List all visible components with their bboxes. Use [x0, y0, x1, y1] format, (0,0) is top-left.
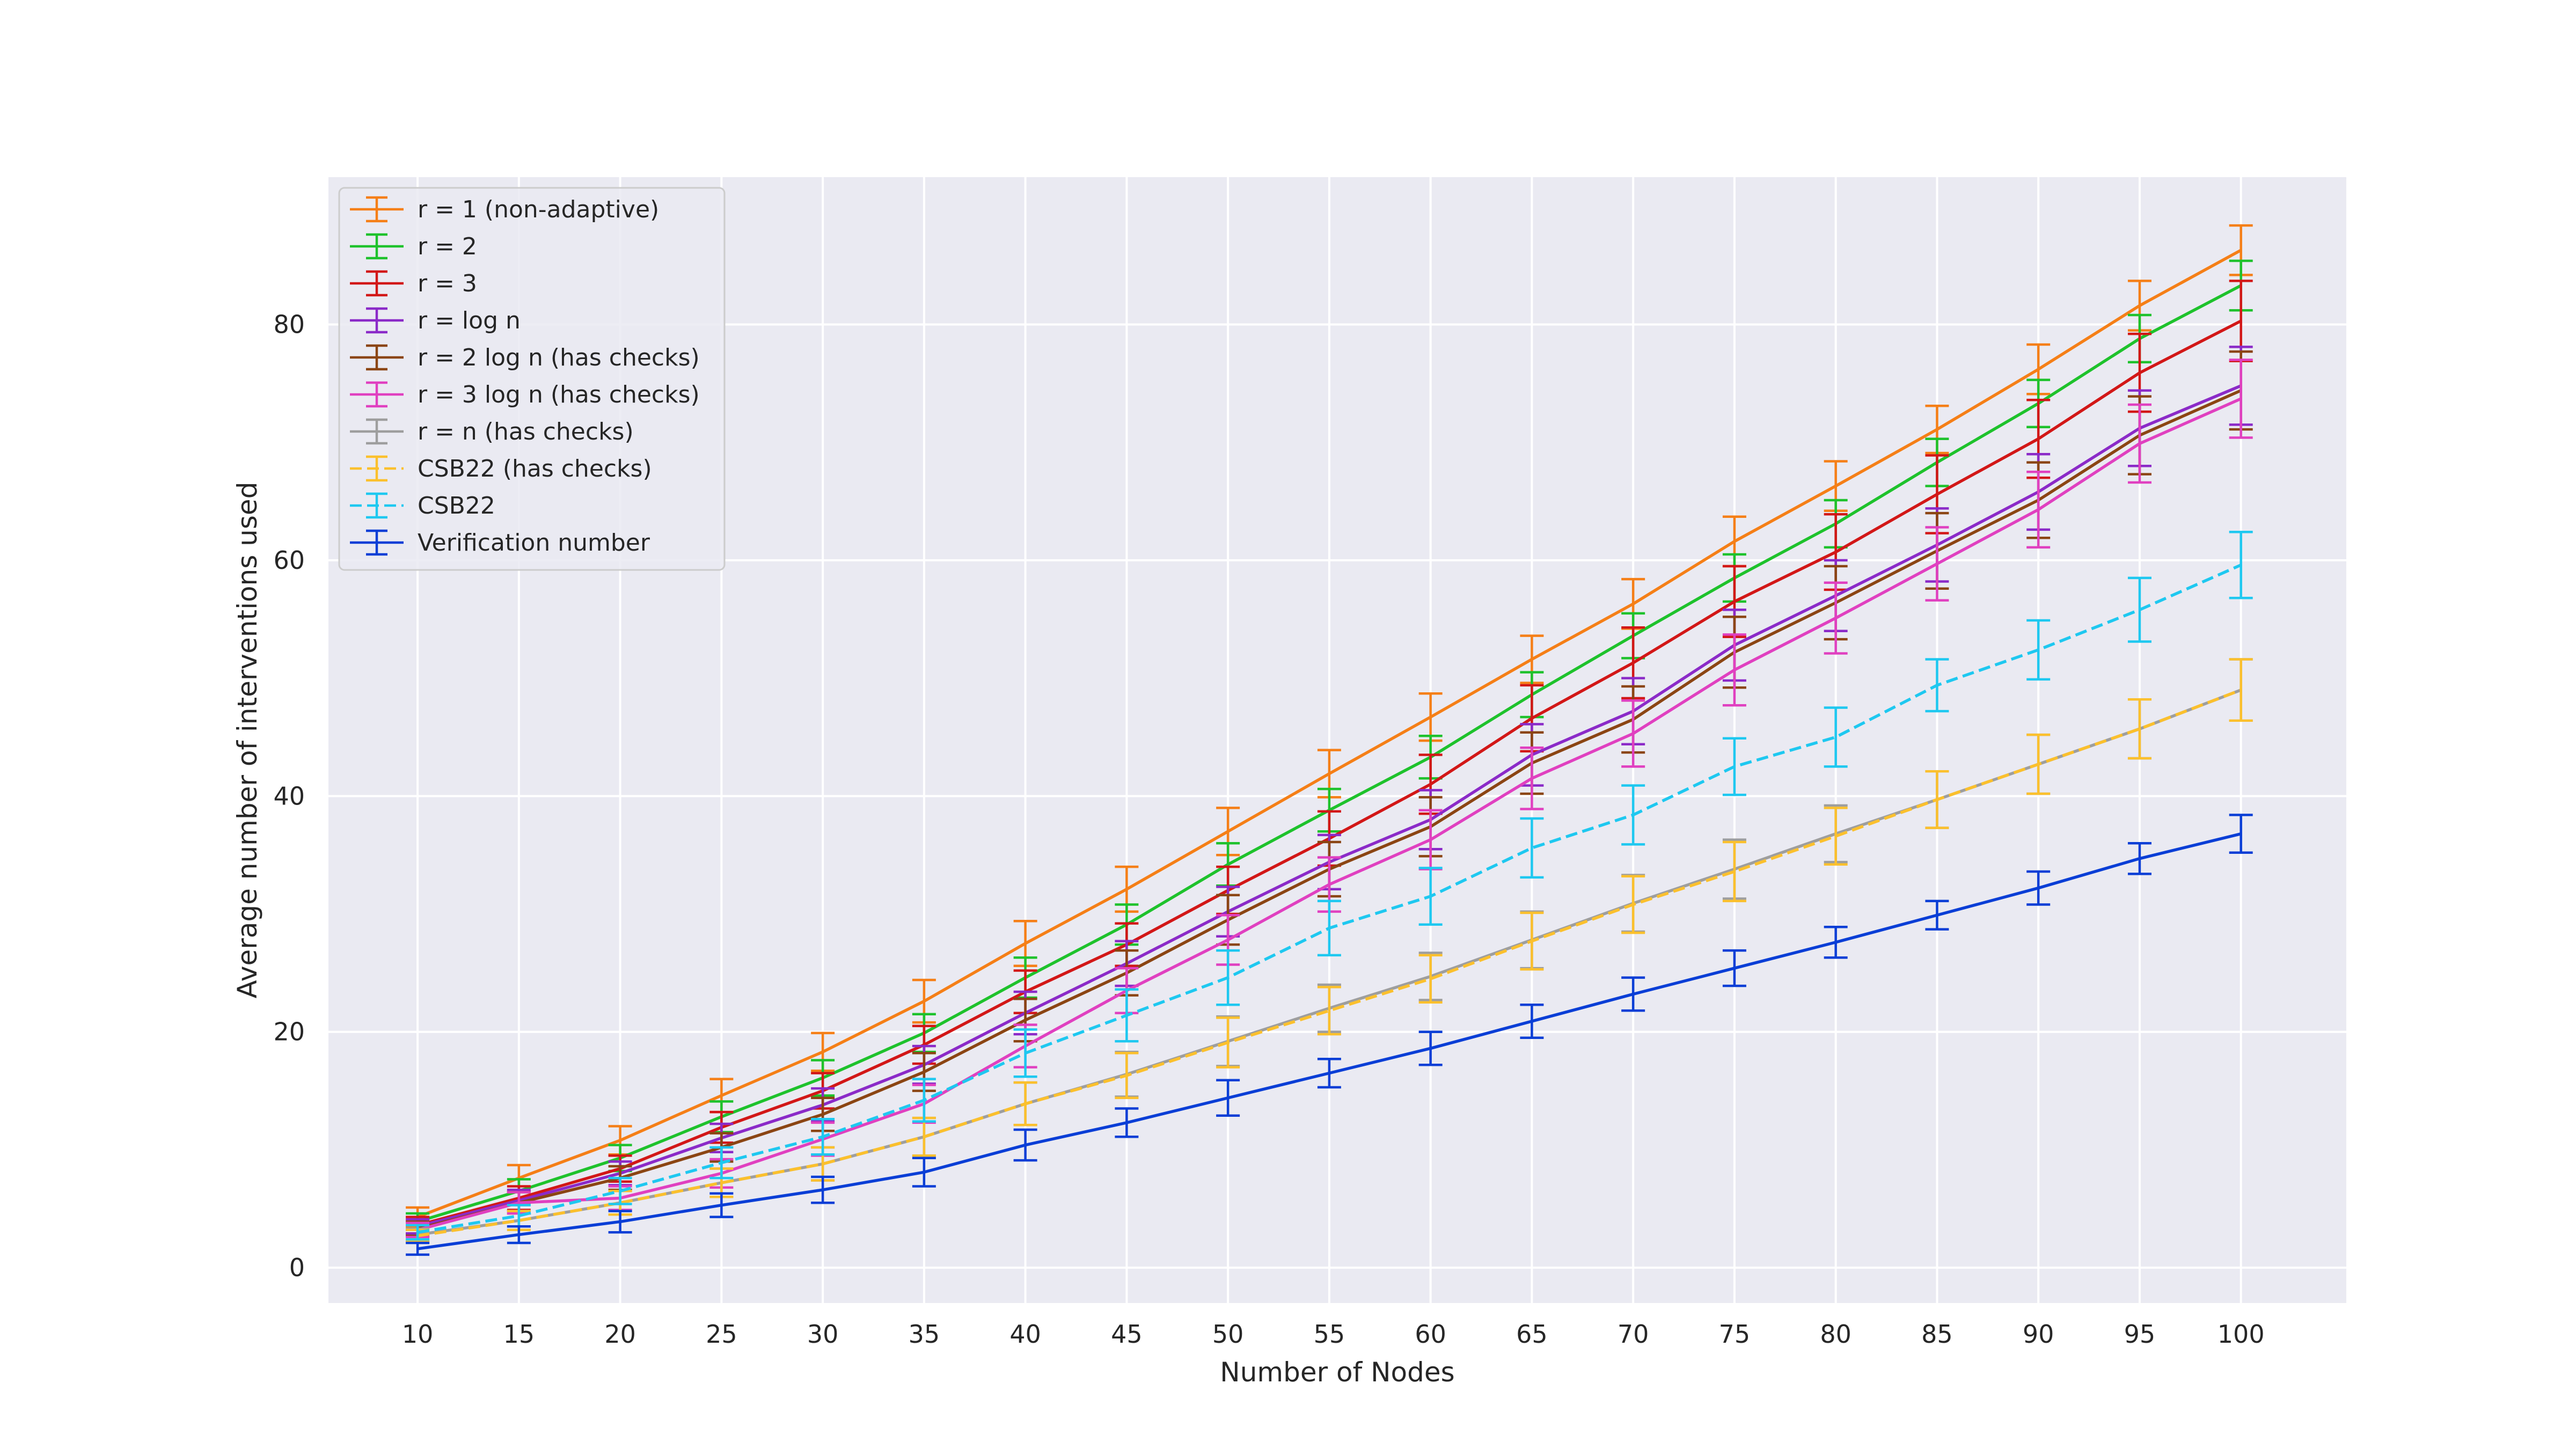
x-tick-label: 95	[2124, 1320, 2156, 1349]
x-tick-label: 55	[1314, 1320, 1345, 1349]
legend-swatch	[350, 196, 404, 223]
legend-entry: r = 1 (non-adaptive)	[350, 196, 659, 223]
legend-label: r = 1 (non-adaptive)	[418, 196, 659, 223]
legend-swatch	[350, 344, 404, 371]
legend-swatch	[350, 270, 404, 297]
error-bar	[1520, 817, 1544, 879]
legend-entry: r = 2 log n (has checks)	[350, 344, 700, 371]
y-tick-label: 60	[273, 546, 305, 575]
y-tick-label: 0	[289, 1253, 305, 1282]
legend-label: r = n (has checks)	[418, 418, 634, 445]
error-bar	[1418, 954, 1443, 1004]
y-axis-label: Average number of interventions used	[232, 482, 263, 999]
legend-swatch	[350, 529, 404, 556]
x-axis-label: Number of Nodes	[1220, 1357, 1454, 1388]
x-tick-label: 15	[503, 1320, 535, 1349]
x-tick-label: 25	[706, 1320, 737, 1349]
error-bar	[1317, 985, 1341, 1036]
y-tick-label: 80	[273, 310, 305, 339]
legend-label: r = 2 log n (has checks)	[418, 344, 700, 371]
legend-entry: r = n (has checks)	[350, 418, 634, 445]
legend-swatch	[350, 381, 404, 408]
error-bar	[1722, 840, 1746, 903]
series-layer	[406, 224, 2253, 1256]
legend-label: r = 3	[418, 270, 477, 297]
legend-entry: r = 3 log n (has checks)	[350, 381, 700, 408]
legend-swatch	[350, 455, 404, 482]
series-9	[406, 814, 2253, 1256]
y-tick-labels: 0 20 40 60 80	[273, 310, 305, 1282]
legend-label: r = log n	[418, 307, 521, 334]
legend-label: r = 3 log n (has checks)	[418, 381, 700, 408]
x-tick-label: 50	[1212, 1320, 1244, 1349]
x-tick-labels: 10 15 20 25 30 35 40 45 50 55 60 65 70 75 80 85 90 95 100	[402, 1320, 2265, 1349]
error-bar	[2127, 698, 2151, 760]
x-tick-label: 100	[2218, 1320, 2265, 1349]
x-tick-label: 85	[1921, 1320, 1953, 1349]
x-tick-label: 70	[1618, 1320, 1649, 1349]
error-bar	[1824, 706, 1848, 768]
x-tick-label: 45	[1111, 1320, 1143, 1349]
series-line	[417, 248, 2242, 1219]
legend-label: r = 2	[418, 233, 477, 260]
legend-entry: r = log n	[350, 307, 521, 334]
x-tick-label: 90	[2023, 1320, 2054, 1349]
legend-swatch	[350, 418, 404, 445]
x-tick-label: 35	[909, 1320, 940, 1349]
x-tick-label: 40	[1009, 1320, 1041, 1349]
legend-swatch	[350, 307, 404, 334]
legend-label: CSB22 (has checks)	[418, 455, 652, 482]
x-tick-label: 60	[1415, 1320, 1446, 1349]
legend: r = 1 (non-adaptive) r = 2 r = 3 r = log n r…	[338, 187, 726, 571]
legend-label: Verification number	[418, 529, 650, 557]
legend-entry: CSB22 (has checks)	[350, 455, 652, 482]
y-tick-label: 20	[273, 1018, 305, 1046]
series-line	[417, 564, 2242, 1234]
x-tick-label: 75	[1719, 1320, 1751, 1349]
legend-entry: CSB22	[350, 492, 495, 519]
x-tick-label: 10	[402, 1320, 434, 1349]
x-tick-label: 30	[807, 1320, 839, 1349]
legend-box	[338, 187, 726, 571]
legend-label: CSB22	[418, 492, 495, 519]
series-line	[417, 689, 2242, 1238]
legend-entry: r = 3	[350, 270, 477, 297]
x-tick-label: 80	[1820, 1320, 1851, 1349]
legend-entry: Verification number	[350, 529, 650, 557]
error-bar	[1824, 807, 1848, 866]
x-tick-label: 65	[1516, 1320, 1548, 1349]
legend-swatch	[350, 233, 404, 260]
series-line	[417, 832, 2242, 1250]
y-tick-label: 40	[273, 781, 305, 810]
legend-swatch	[350, 492, 404, 519]
x-tick-label: 20	[604, 1320, 636, 1349]
legend-entry: r = 2	[350, 233, 477, 260]
